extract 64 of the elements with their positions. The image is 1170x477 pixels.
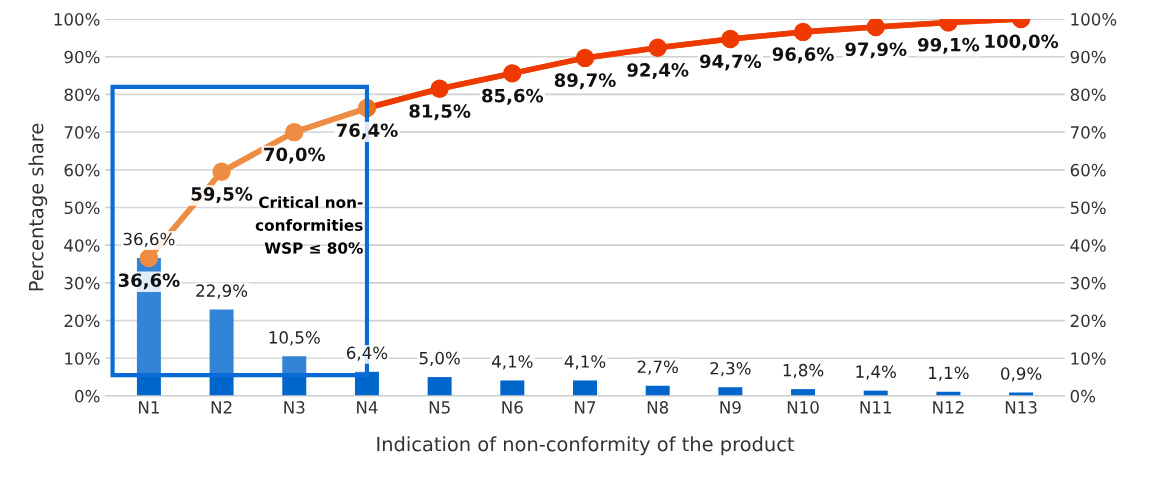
y-tick-label: 50% (64, 201, 100, 215)
data-label: 4,1% (491, 355, 533, 370)
x-tick-label: N12 (933, 401, 964, 414)
y-tick-label: 40% (64, 239, 100, 252)
band-label: Critical non- conformities WSP ≤ 80% (255, 196, 363, 254)
y-tick-label: 90% (64, 50, 100, 64)
y-tick-label: 20% (64, 314, 100, 328)
x-tick-label: N4 (357, 401, 378, 414)
data-label: 97,9% (845, 42, 907, 59)
data-label: 36,6% (118, 273, 180, 290)
x-axis-title: Indication of non-conformity of the product (377, 436, 795, 456)
data-label: 2,7% (637, 360, 678, 375)
x-tick-label: N6 (502, 401, 523, 414)
x-tick-label: N2 (211, 401, 232, 414)
y2-tick-label: 60% (1070, 163, 1106, 177)
x-tick-label: N3 (284, 401, 305, 414)
data-label: 94,7% (699, 54, 762, 71)
data-label: 5,0% (419, 351, 460, 367)
y-axis-title: Percentage share (28, 123, 48, 291)
data-label: 92,4% (627, 63, 689, 80)
y2-tick-label: 10% (1071, 352, 1106, 365)
data-label: 36,6% (123, 232, 175, 248)
y-tick-label: 100% (54, 13, 100, 26)
x-tick-label: N8 (647, 401, 669, 414)
data-label: 1,1% (929, 366, 969, 381)
x-tick-label: N13 (1005, 401, 1037, 414)
data-label: 81,5% (409, 104, 471, 121)
x-tick-label: N11 (860, 401, 892, 414)
data-label: 6,4% (346, 346, 388, 361)
x-tick-label: N9 (720, 401, 741, 414)
data-label: 22,9% (196, 284, 248, 299)
y2-tick-label: 40% (1070, 239, 1106, 252)
y2-tick-label: 20% (1070, 314, 1106, 328)
data-label: 96,6% (772, 47, 834, 64)
y2-tick-label: 0% (1070, 389, 1096, 403)
data-label: 99,1% (918, 37, 980, 54)
y-tick-label: 0% (75, 389, 100, 403)
x-tick-label: N10 (787, 401, 819, 414)
data-label: 2,3% (710, 361, 751, 377)
data-label: 100,0% (985, 34, 1059, 51)
y2-tick-label: 90% (1070, 50, 1106, 64)
y2-tick-label: 70% (1070, 126, 1106, 139)
y-tick-label: 30% (64, 276, 100, 290)
y-tick-label: 60% (64, 163, 100, 177)
data-label: 0,9% (1001, 367, 1042, 382)
data-label: 70,0% (264, 147, 326, 164)
data-label: 1,8% (783, 363, 824, 379)
y2-tick-label: 80% (1070, 88, 1106, 102)
data-label: 76,4% (336, 123, 398, 140)
y-tick-label: 70% (64, 126, 100, 139)
data-label: 4,1% (564, 355, 606, 370)
data-label: 10,5% (269, 331, 320, 346)
data-label: 59,5% (191, 187, 253, 204)
x-tick-label: N1 (139, 401, 159, 414)
x-tick-label: N7 (575, 401, 596, 414)
y2-tick-label: 100% (1071, 13, 1117, 26)
y2-tick-label: 30% (1070, 276, 1106, 290)
x-tick-label: N5 (429, 401, 450, 414)
data-label: 89,7% (554, 73, 616, 90)
data-label: 85,6% (482, 88, 544, 105)
data-label: 1,4% (856, 365, 896, 380)
y-tick-label: 10% (65, 352, 100, 365)
y-tick-label: 80% (64, 88, 100, 102)
y2-tick-label: 50% (1070, 201, 1106, 215)
